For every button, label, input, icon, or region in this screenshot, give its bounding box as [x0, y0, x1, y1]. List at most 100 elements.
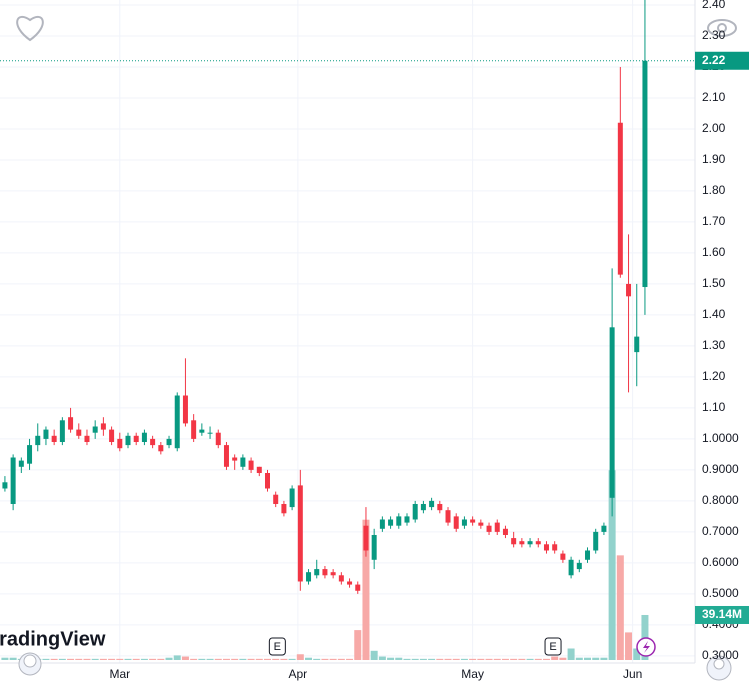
x-tick-label: Jun	[623, 667, 642, 681]
y-tick-label: 1.90	[702, 152, 726, 166]
user-icon[interactable]	[706, 655, 732, 681]
candle-body	[125, 435, 131, 446]
volume-bar	[83, 658, 91, 660]
candle-body	[264, 472, 270, 489]
candle-body	[347, 581, 353, 585]
visibility-icon[interactable]	[707, 19, 737, 37]
lightning-icon[interactable]	[636, 637, 656, 657]
candle-body	[502, 528, 508, 535]
candle-body	[609, 327, 615, 498]
volume-bar	[181, 656, 189, 660]
candle-body	[133, 435, 139, 442]
volume-bar	[633, 648, 641, 660]
volume-bar	[551, 656, 559, 660]
volume-bar	[116, 658, 124, 660]
y-tick-label: 1.80	[702, 183, 726, 197]
candle-body	[76, 429, 82, 436]
candle-body	[453, 516, 459, 529]
candle-body	[191, 420, 197, 439]
candle-body	[626, 283, 632, 297]
volume-bar	[510, 658, 518, 660]
volume-bar	[337, 658, 345, 660]
volume-bar	[239, 658, 247, 660]
candle-body	[478, 522, 484, 526]
candle-body	[379, 519, 385, 529]
candle-body	[535, 541, 541, 545]
candle-body	[240, 457, 246, 467]
candle-body	[174, 395, 180, 449]
candle-body	[568, 559, 574, 576]
y-tick-label: 2.30	[702, 28, 726, 42]
volume-bar	[460, 658, 468, 660]
candle-body	[232, 457, 238, 461]
volume-bar	[58, 658, 66, 660]
volume-bar	[42, 658, 50, 660]
last-price-label: 2.22	[702, 53, 726, 67]
y-tick-label: 2.40	[702, 0, 726, 11]
candle-body	[18, 460, 24, 467]
volume-bar	[198, 658, 206, 660]
y-tick-label: 0.3000	[702, 648, 739, 662]
candle-body	[388, 519, 394, 526]
volume-bar	[378, 656, 386, 660]
last-volume-box	[695, 605, 749, 624]
volume-bar	[625, 632, 633, 660]
volume-bar	[124, 658, 132, 660]
candle-body	[511, 538, 517, 545]
volume-bar	[354, 630, 362, 660]
volume-bar	[608, 470, 616, 660]
volume-bar	[329, 658, 337, 660]
candle-body	[593, 531, 599, 551]
volume-bar	[313, 658, 321, 660]
candle-body	[355, 584, 361, 591]
volume-bar	[477, 658, 485, 660]
candle-body	[338, 575, 344, 582]
logo-icon	[18, 652, 42, 676]
candle-body	[199, 429, 205, 433]
candle-body	[445, 510, 451, 523]
volume-bar	[280, 658, 288, 660]
y-tick-label: 1.10	[702, 400, 726, 414]
y-tick-label: 1.0000	[702, 431, 739, 445]
y-tick-label: 1.40	[702, 307, 726, 321]
favorite-icon[interactable]	[16, 15, 44, 42]
y-tick-label: 0.5000	[702, 586, 739, 600]
volume-bar	[600, 657, 608, 660]
candle-body	[330, 572, 336, 576]
candle-body	[35, 435, 41, 446]
candle-body	[182, 395, 188, 424]
volume-bar	[1, 657, 9, 660]
grid	[0, 0, 695, 663]
candle-body	[223, 445, 229, 467]
volume-bar	[206, 658, 214, 660]
y-tick-label: 0.9000	[702, 462, 739, 476]
volume-bar	[263, 658, 271, 660]
candle-body	[420, 503, 426, 511]
y-tick-label: 0.6000	[702, 555, 739, 569]
volume-bar	[444, 658, 452, 660]
y-tick-label: 1.20	[702, 369, 726, 383]
candle-body	[486, 525, 492, 532]
candle-body	[576, 562, 582, 570]
volume-bar	[99, 658, 107, 660]
candle-layer	[2, 0, 648, 594]
candle-body	[248, 460, 254, 470]
volume-bar	[485, 658, 493, 660]
y-tick-label: 2.10	[702, 90, 726, 104]
candle-body	[494, 522, 500, 532]
volume-bar	[387, 657, 395, 660]
volume-bar	[190, 658, 198, 660]
volume-bar	[296, 654, 304, 660]
volume-bar	[157, 658, 165, 660]
candle-body	[84, 435, 90, 442]
volume-bar	[108, 658, 116, 660]
candle-body	[527, 541, 533, 545]
volume-bar	[395, 657, 403, 660]
candle-body	[166, 438, 172, 446]
candle-body	[552, 544, 558, 551]
volume-bar	[222, 658, 230, 660]
candle-body	[2, 482, 8, 489]
volume-bar	[542, 658, 550, 660]
candle-body	[92, 426, 98, 433]
